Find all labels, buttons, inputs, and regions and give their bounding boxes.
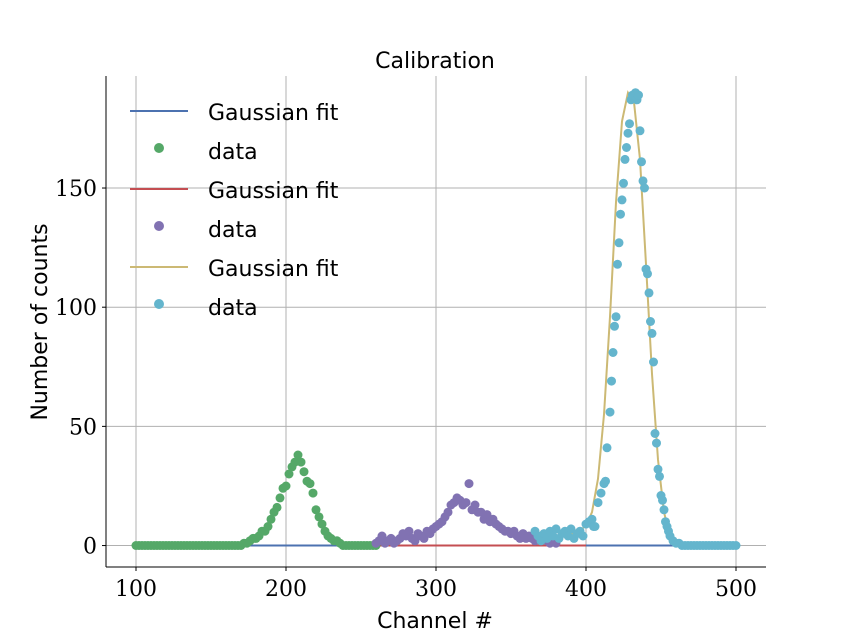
data-point <box>617 195 627 205</box>
data-point <box>587 514 597 524</box>
data-point <box>614 238 624 248</box>
data-point <box>410 536 420 546</box>
data-point <box>644 288 654 298</box>
data-point <box>596 488 606 498</box>
legend-label: Gaussian fit <box>208 257 339 282</box>
data-point <box>607 376 616 386</box>
data-point <box>643 269 652 279</box>
data-point <box>464 479 474 489</box>
legend-marker-swatch <box>154 221 164 231</box>
data-point <box>590 522 600 531</box>
data-point <box>625 119 634 129</box>
x-tick-label: 300 <box>415 577 457 602</box>
data-point <box>308 488 318 498</box>
data-point <box>616 209 625 219</box>
data-point <box>658 495 667 505</box>
data-point <box>605 407 615 417</box>
data-point <box>311 505 321 515</box>
y-tick-label: 0 <box>83 535 97 560</box>
data-point <box>404 526 414 536</box>
data-point <box>266 514 276 524</box>
data-point <box>314 512 324 522</box>
data-point <box>653 464 663 474</box>
data-point <box>305 479 315 489</box>
data-point <box>637 157 646 167</box>
data-point <box>461 498 471 508</box>
data-point <box>263 522 273 531</box>
data-point <box>377 531 387 541</box>
data-point <box>593 498 603 508</box>
data-point <box>620 154 630 164</box>
legend-label: Gaussian fit <box>208 101 339 126</box>
data-points <box>131 88 741 550</box>
data-point <box>623 128 633 138</box>
x-axis-label: Channel # <box>377 609 493 634</box>
data-point <box>601 476 610 486</box>
data-point <box>649 357 658 367</box>
data-point <box>638 176 648 186</box>
legend-label: data <box>208 296 258 321</box>
data-point <box>419 533 429 543</box>
data-point <box>608 348 618 357</box>
legend-label: data <box>208 140 258 165</box>
legend-marker-swatch <box>154 299 164 309</box>
data-point <box>611 312 621 322</box>
x-tick-label: 400 <box>565 577 607 602</box>
legend-label: Gaussian fit <box>208 179 339 204</box>
data-point <box>647 328 657 338</box>
data-point <box>275 493 285 503</box>
data-point <box>296 457 306 467</box>
data-point <box>578 531 588 541</box>
data-point <box>731 541 741 550</box>
x-tick-label: 200 <box>265 577 307 602</box>
data-point <box>634 90 643 100</box>
data-point <box>659 505 669 515</box>
data-point <box>470 500 480 510</box>
data-point <box>655 471 664 481</box>
data-point <box>619 178 628 188</box>
chart-title: Calibration <box>375 49 495 74</box>
y-tick-label: 150 <box>55 177 97 202</box>
data-point <box>622 143 631 152</box>
data-point <box>317 519 327 529</box>
data-point <box>652 438 661 448</box>
y-tick-labels: 0 50 100 150 <box>55 177 106 560</box>
x-tick-label: 500 <box>715 577 757 602</box>
legend: Gaussian fit data Gaussian fit data Gaussian… <box>130 101 339 321</box>
x-tick-labels: 100 200 300 400 500 <box>115 567 757 602</box>
data-point <box>602 443 612 453</box>
y-tick-label: 50 <box>69 415 97 440</box>
x-tick-label: 100 <box>115 577 157 602</box>
data-point <box>650 429 660 438</box>
data-point <box>293 450 303 460</box>
data-point <box>635 126 645 136</box>
data-point <box>640 183 649 193</box>
data-point <box>281 481 291 491</box>
data-point <box>272 502 282 512</box>
legend-label: data <box>208 218 258 243</box>
data-point <box>646 317 655 326</box>
y-tick-label: 100 <box>55 296 97 321</box>
data-point <box>613 259 622 269</box>
data-point <box>299 467 309 477</box>
y-axis-label: Number of counts <box>28 223 53 420</box>
data-point <box>443 507 453 517</box>
data-point <box>610 321 619 331</box>
legend-marker-swatch <box>154 143 164 153</box>
data-point <box>284 469 294 479</box>
